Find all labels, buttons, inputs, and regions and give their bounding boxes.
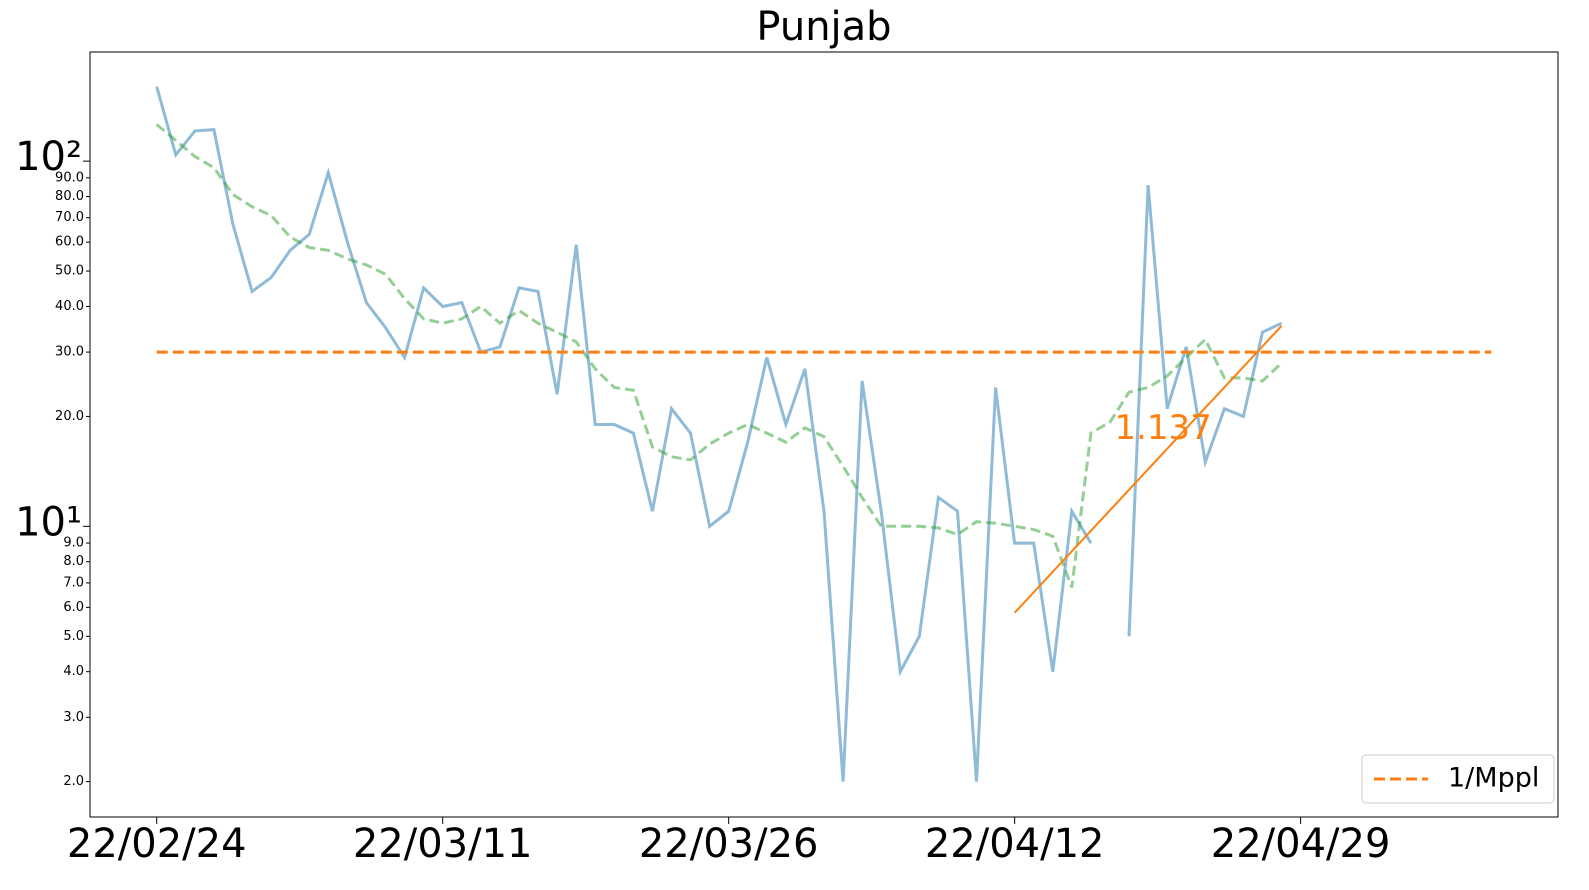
x-tick-label: 22/02/24 (67, 821, 247, 867)
y-tick-label: 50.0 (55, 264, 84, 279)
y-tick-label: 20.0 (55, 409, 84, 424)
plot-area (155, 86, 1492, 782)
y-tick-label: 7.0 (63, 575, 84, 590)
fit-label: 1.137 (1114, 408, 1211, 448)
series-line (155, 86, 1283, 782)
y-tick-label: 4.0 (63, 664, 84, 679)
y-tick-label: 90.0 (55, 170, 84, 185)
y-tick-label: 5.0 (63, 629, 84, 644)
y-tick-label: 60.0 (55, 235, 84, 250)
legend-box (1361, 754, 1555, 804)
y-tick-label: 10¹ (15, 499, 82, 545)
axes-frame (89, 51, 1559, 818)
y-tick-label: 80.0 (55, 189, 84, 204)
x-tick-label: 22/03/11 (353, 821, 533, 867)
y-tick-label: 2.0 (63, 774, 84, 789)
y-tick-label: 6.0 (63, 600, 84, 615)
x-tick-label: 22/03/26 (639, 821, 819, 867)
y-tick-label: 8.0 (63, 554, 84, 569)
series-line (155, 123, 1283, 589)
x-tick-label: 22/04/29 (1211, 821, 1391, 867)
legend-label: 1/Mppl (1448, 763, 1539, 794)
y-tick-label: 40.0 (55, 299, 84, 314)
y-tick-label: 9.0 (63, 536, 84, 551)
y-tick-label: 30.0 (55, 345, 84, 360)
chart-title: Punjab (756, 4, 891, 50)
y-tick-label: 3.0 (63, 710, 84, 725)
y-tick-label: 10² (15, 134, 82, 180)
y-tick-label: 70.0 (55, 210, 84, 225)
fit-line (1013, 325, 1283, 614)
x-tick-label: 22/04/12 (925, 821, 1105, 867)
